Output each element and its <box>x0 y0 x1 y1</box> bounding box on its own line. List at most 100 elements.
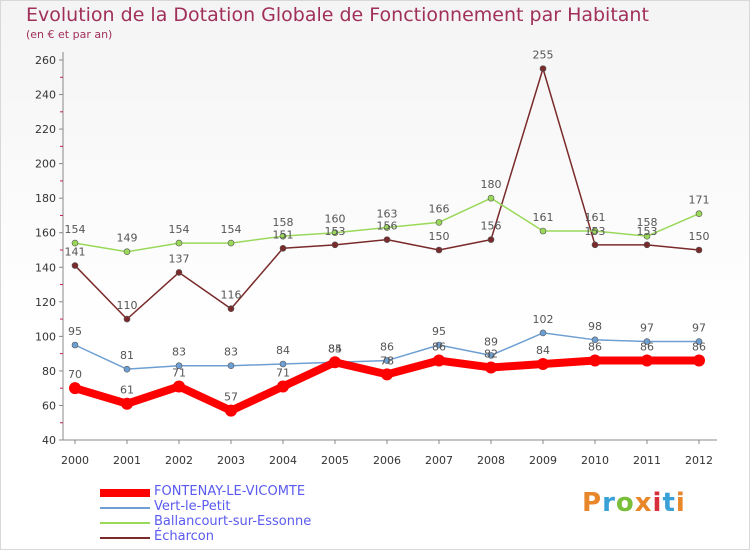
data-point <box>487 194 495 202</box>
data-point <box>695 338 703 345</box>
y-tick-label: 240 <box>35 89 56 102</box>
data-point <box>123 315 131 323</box>
data-point <box>485 361 497 374</box>
y-tick-label: 160 <box>35 227 56 240</box>
y-tick-label: 40 <box>42 434 56 447</box>
data-point <box>487 236 495 243</box>
x-tick-label: 2001 <box>113 454 141 467</box>
data-point <box>227 239 235 247</box>
data-label: 154 <box>221 223 242 236</box>
data-label: 150 <box>689 230 710 243</box>
data-label: 163 <box>377 208 398 221</box>
data-point <box>383 357 391 364</box>
legend-label: Vert-le-Petit <box>154 499 231 514</box>
data-point <box>277 380 289 393</box>
data-label: 81 <box>120 349 134 362</box>
legend-swatch <box>100 522 150 524</box>
data-point <box>69 382 81 395</box>
data-point <box>227 305 235 313</box>
data-point <box>487 352 495 359</box>
data-point <box>539 227 547 235</box>
data-point <box>331 241 339 249</box>
data-point <box>71 239 79 247</box>
data-point <box>591 227 599 235</box>
y-tick-label: 180 <box>35 192 56 205</box>
data-label: 151 <box>273 228 294 241</box>
data-label: 153 <box>325 225 346 238</box>
data-label: 137 <box>169 252 190 265</box>
data-label: 156 <box>377 220 398 233</box>
x-tick-label: 2003 <box>217 454 245 467</box>
y-tick-label: 120 <box>35 296 56 309</box>
data-label: 110 <box>117 299 138 312</box>
data-point <box>537 358 549 370</box>
data-label: 158 <box>273 216 294 229</box>
y-tick-label: 60 <box>42 399 56 412</box>
logo-letter: i <box>652 488 663 518</box>
legend-label: FONTENAY-LE-VICOMTE <box>154 484 306 499</box>
data-label: 84 <box>328 342 342 355</box>
y-tick-label: 260 <box>35 54 56 67</box>
data-label: 153 <box>585 225 606 238</box>
legend-label: Ballancourt-sur-Essonne <box>154 514 312 529</box>
x-tick-label: 2012 <box>685 454 713 467</box>
data-label: 57 <box>224 391 238 404</box>
series-line <box>74 67 700 320</box>
logo-letter: P <box>582 488 603 518</box>
data-label: 71 <box>276 366 290 379</box>
data-point <box>173 380 185 393</box>
data-point <box>175 269 183 276</box>
data-label: 102 <box>533 313 554 326</box>
data-label: 83 <box>172 346 186 359</box>
data-point <box>643 241 651 249</box>
data-label: 86 <box>432 341 446 354</box>
data-label: 141 <box>65 246 86 259</box>
x-tick-label: 2011 <box>633 454 661 467</box>
y-tick-label: 100 <box>35 330 56 343</box>
x-tick-label: 2008 <box>477 454 505 467</box>
data-point <box>71 341 79 349</box>
data-label: 161 <box>533 211 554 224</box>
proxiti-logo: Proxiti <box>582 488 686 518</box>
data-label: 71 <box>172 366 186 379</box>
data-point <box>71 262 79 269</box>
data-point <box>435 246 443 254</box>
logo-letter: i <box>675 488 686 518</box>
data-label: 153 <box>637 225 658 238</box>
data-point <box>435 341 443 349</box>
legend-swatch <box>100 489 150 497</box>
data-point <box>121 397 133 410</box>
chart-title: Evolution de la Dotation Globale de Fonc… <box>26 4 649 26</box>
data-point <box>175 362 183 370</box>
y-tick-label: 140 <box>35 261 56 274</box>
data-point <box>643 232 651 240</box>
data-label: 161 <box>585 211 606 224</box>
logo-letter: r <box>602 488 616 518</box>
logo-letter: o <box>615 488 635 518</box>
data-label: 166 <box>429 202 450 215</box>
data-label: 150 <box>429 230 450 243</box>
legend-item: FONTENAY-LE-VICOMTE <box>100 484 400 501</box>
data-point <box>225 404 237 417</box>
legend-item: Ballancourt-sur-Essonne <box>100 514 400 531</box>
x-tick-label: 2006 <box>373 454 401 467</box>
data-label: 98 <box>588 320 602 333</box>
legend-swatch <box>100 537 150 539</box>
data-label: 255 <box>533 49 554 62</box>
data-point <box>643 338 651 345</box>
legend-label: Écharcon <box>154 529 214 544</box>
data-point <box>435 219 443 226</box>
data-label: 84 <box>536 344 550 357</box>
data-label: 97 <box>640 322 654 335</box>
data-point <box>331 229 339 237</box>
data-labels-layer: 141 110 137 116 151 153 156 150 156 255 153 153 150 1… <box>65 49 710 404</box>
x-tick-label: 2002 <box>165 454 193 467</box>
data-label: 85 <box>328 342 342 355</box>
x-tick-label: 2004 <box>269 454 297 467</box>
data-label: 86 <box>692 341 706 354</box>
data-label: 154 <box>65 223 86 236</box>
data-label: 149 <box>117 232 138 245</box>
legend-swatch <box>100 507 150 509</box>
